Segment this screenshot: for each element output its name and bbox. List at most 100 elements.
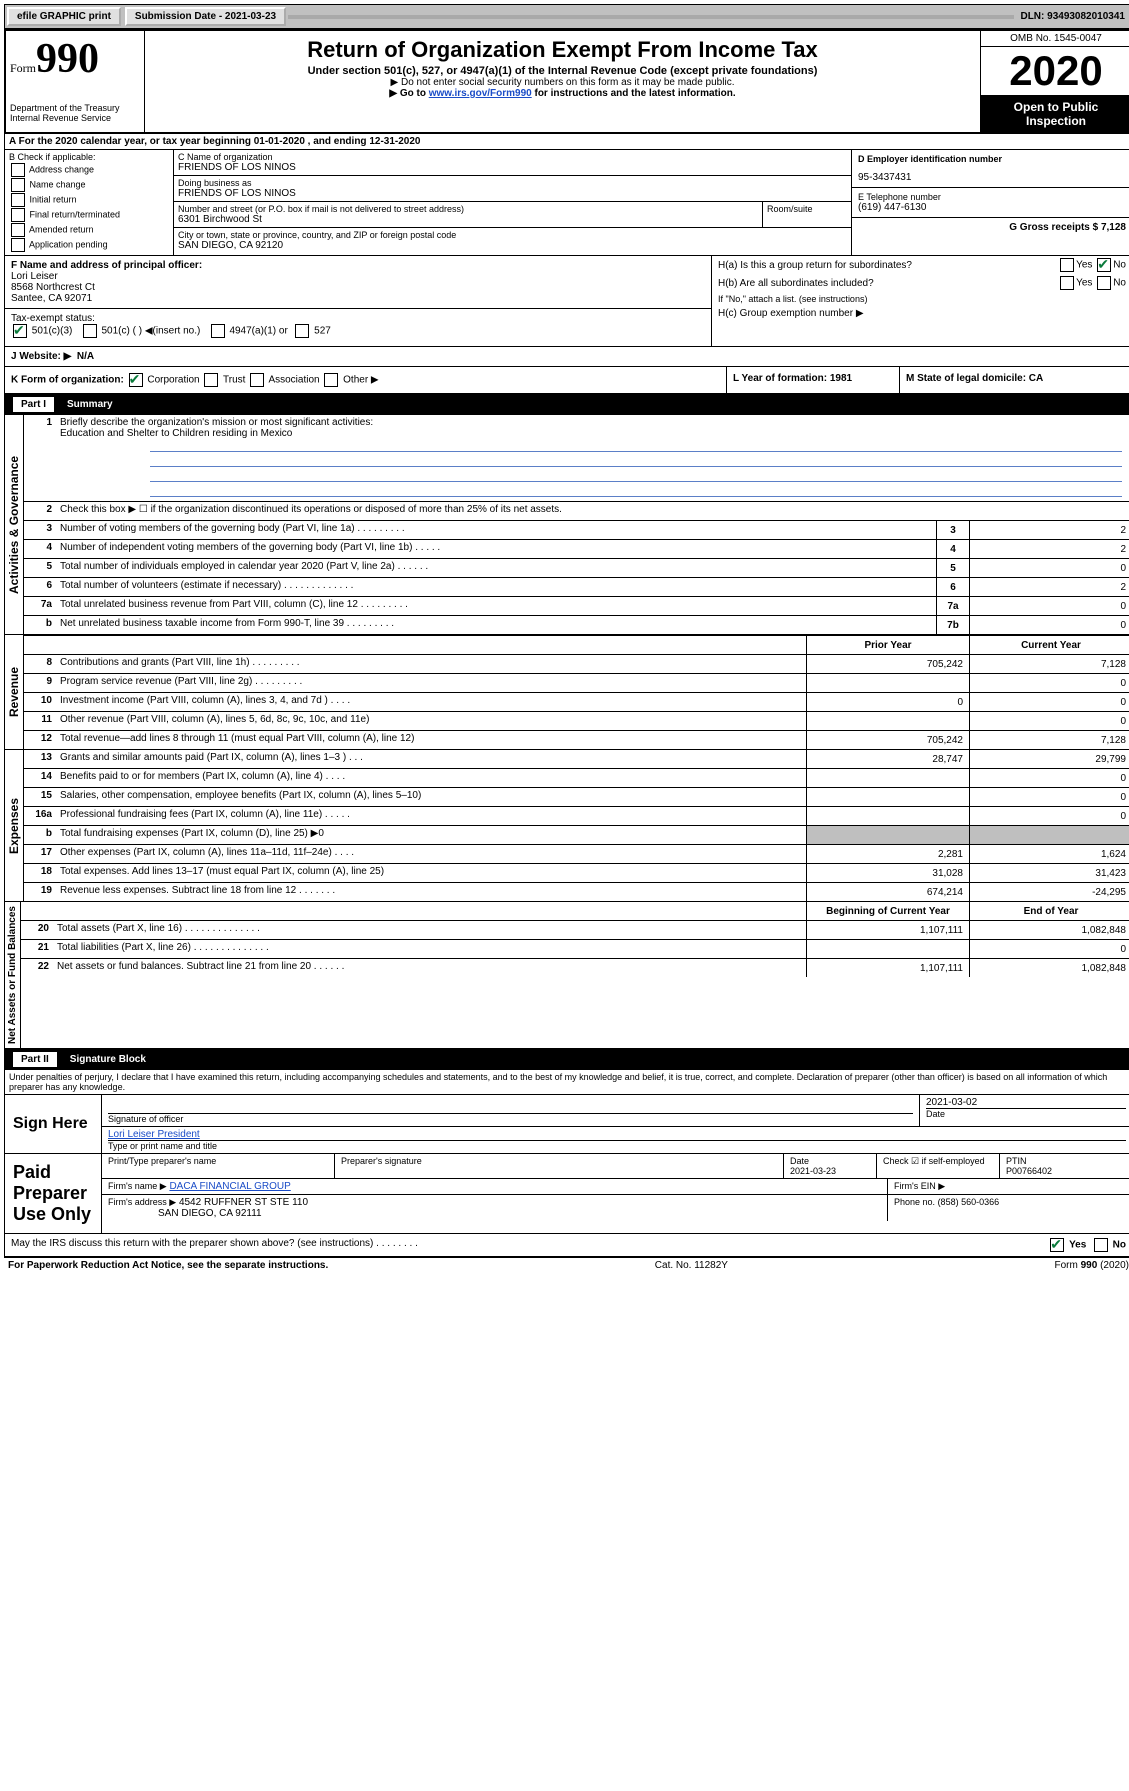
sign-here-block: Sign Here Signature of officer 2021-03-0… [4, 1095, 1129, 1154]
perjury-text: Under penalties of perjury, I declare th… [4, 1070, 1129, 1095]
vlabel-governance: Activities & Governance [5, 415, 24, 634]
footer-left: For Paperwork Reduction Act Notice, see … [8, 1260, 328, 1271]
phone-label: E Telephone number [858, 192, 1126, 202]
tax-year: 2020 [981, 47, 1129, 96]
discuss-yes[interactable] [1050, 1238, 1064, 1252]
vlabel-expenses: Expenses [5, 750, 24, 901]
begin-year-header: Beginning of Current Year [806, 902, 969, 920]
table-row: bTotal fundraising expenses (Part IX, co… [24, 826, 1129, 845]
part1-header: Part I Summary [4, 394, 1129, 415]
org-name-label: C Name of organization [178, 152, 847, 162]
check-pending[interactable]: Application pending [9, 238, 169, 252]
table-row: 3Number of voting members of the governi… [24, 521, 1129, 540]
footer-right: Form 990 (2020) [1055, 1260, 1129, 1271]
form-subtitle: Under section 501(c), 527, or 4947(a)(1)… [149, 65, 976, 77]
table-row: 14Benefits paid to or for members (Part … [24, 769, 1129, 788]
hb-yes[interactable] [1060, 276, 1074, 290]
dln: DLN: 93493082010341 [1014, 9, 1129, 24]
city: SAN DIEGO, CA 92120 [178, 240, 847, 251]
preparer-sig-label: Preparer's signature [335, 1154, 784, 1178]
current-year-header: Current Year [969, 636, 1129, 654]
table-row: 19Revenue less expenses. Subtract line 1… [24, 883, 1129, 901]
table-row: 18Total expenses. Add lines 13–17 (must … [24, 864, 1129, 883]
form-header: Form990 Department of the Treasury Inter… [4, 29, 1129, 134]
col-d-ein: D Employer identification number 95-3437… [852, 150, 1129, 255]
check-address[interactable]: Address change [9, 163, 169, 177]
table-row: bNet unrelated business taxable income f… [24, 616, 1129, 634]
print-name-label: Print/Type preparer's name [102, 1154, 335, 1178]
irs-label: Internal Revenue Service [10, 113, 140, 123]
self-employed-check[interactable]: Check ☑ if self-employed [877, 1154, 1000, 1178]
dba-label: Doing business as [178, 178, 847, 188]
efile-button[interactable]: efile GRAPHIC print [7, 7, 121, 26]
table-row: 5Total number of individuals employed in… [24, 559, 1129, 578]
k-trust[interactable] [204, 373, 218, 387]
state-domicile: M State of legal domicile: CA [906, 373, 1043, 384]
table-row: 22Net assets or fund balances. Subtract … [21, 959, 1129, 977]
vlabel-net: Net Assets or Fund Balances [5, 902, 21, 1048]
addr: 6301 Birchwood St [178, 214, 758, 225]
netassets-box: Net Assets or Fund Balances Beginning of… [4, 902, 1129, 1049]
firm-ein-label: Firm's EIN ▶ [888, 1179, 1129, 1194]
table-row: 15Salaries, other compensation, employee… [24, 788, 1129, 807]
table-row: 20Total assets (Part X, line 16) . . . .… [21, 921, 1129, 940]
paid-preparer-label: Paid Preparer Use Only [5, 1154, 101, 1233]
footer-mid: Cat. No. 11282Y [655, 1260, 728, 1271]
officer-name-link[interactable]: Lori Leiser President [108, 1129, 200, 1140]
check-527[interactable] [295, 324, 309, 338]
irs-link[interactable]: www.irs.gov/Form990 [429, 88, 532, 99]
omb-number: OMB No. 1545-0047 [981, 31, 1129, 47]
org-name: FRIENDS OF LOS NINOS [178, 162, 847, 173]
discuss-no[interactable] [1094, 1238, 1108, 1252]
table-row: 13Grants and similar amounts paid (Part … [24, 750, 1129, 769]
footer: For Paperwork Reduction Act Notice, see … [4, 1257, 1129, 1273]
end-year-header: End of Year [969, 902, 1129, 920]
top-bar: efile GRAPHIC print Submission Date - 20… [4, 4, 1129, 29]
governance-box: Activities & Governance 1Briefly describ… [4, 415, 1129, 635]
table-row: 6Total number of volunteers (estimate if… [24, 578, 1129, 597]
submission-date: Submission Date - 2021-03-23 [125, 7, 286, 26]
row-j-website: J Website: ▶ N/A [4, 347, 1129, 367]
ein-label: D Employer identification number [858, 154, 1002, 164]
table-row: 21Total liabilities (Part X, line 26) . … [21, 940, 1129, 959]
room-label: Room/suite [763, 202, 851, 227]
ha-label: H(a) Is this a group return for subordin… [718, 260, 912, 271]
ha-no[interactable] [1097, 258, 1111, 272]
sig-date-label: Date [926, 1108, 1126, 1119]
firm-name-link[interactable]: DACA FINANCIAL GROUP [169, 1181, 290, 1192]
dba-name: FRIENDS OF LOS NINOS [178, 188, 847, 199]
check-final[interactable]: Final return/terminated [9, 208, 169, 222]
ptin: P00766402 [1006, 1166, 1052, 1176]
hc-label: H(c) Group exemption number ▶ [712, 306, 1129, 321]
dept-treasury: Department of the Treasury [10, 103, 140, 113]
k-assoc[interactable] [250, 373, 264, 387]
check-initial[interactable]: Initial return [9, 193, 169, 207]
k-other[interactable] [324, 373, 338, 387]
section-bcd: B Check if applicable: Address change Na… [4, 150, 1129, 256]
check-name[interactable]: Name change [9, 178, 169, 192]
city-label: City or town, state or province, country… [178, 230, 847, 240]
hb-no[interactable] [1097, 276, 1111, 290]
table-row: 11Other revenue (Part VIII, column (A), … [24, 712, 1129, 731]
year-formation: L Year of formation: 1981 [733, 373, 852, 384]
k-corp[interactable] [129, 373, 143, 387]
officer-addr2: Santee, CA 92071 [11, 293, 705, 304]
firm-phone: (858) 560-0366 [938, 1197, 1000, 1207]
phone: (619) 447-6130 [858, 202, 1126, 213]
expense-box: Expenses 13Grants and similar amounts pa… [4, 750, 1129, 902]
check-4947[interactable] [211, 324, 225, 338]
check-501c[interactable] [83, 324, 97, 338]
ein: 95-3437431 [858, 172, 1126, 183]
vlabel-revenue: Revenue [5, 635, 24, 749]
table-row: 7aTotal unrelated business revenue from … [24, 597, 1129, 616]
note-ssn: ▶ Do not enter social security numbers o… [149, 77, 976, 88]
ha-yes[interactable] [1060, 258, 1074, 272]
note-goto: ▶ Go to www.irs.gov/Form990 for instruct… [149, 88, 976, 99]
hb-note: If "No," attach a list. (see instruction… [712, 292, 1129, 306]
check-amended[interactable]: Amended return [9, 223, 169, 237]
officer-addr1: 8568 Northcrest Ct [11, 282, 705, 293]
table-row: 4Number of independent voting members of… [24, 540, 1129, 559]
check-501c3[interactable] [13, 324, 27, 338]
hb-label: H(b) Are all subordinates included? [718, 278, 874, 289]
form-title: Return of Organization Exempt From Incom… [149, 37, 976, 63]
